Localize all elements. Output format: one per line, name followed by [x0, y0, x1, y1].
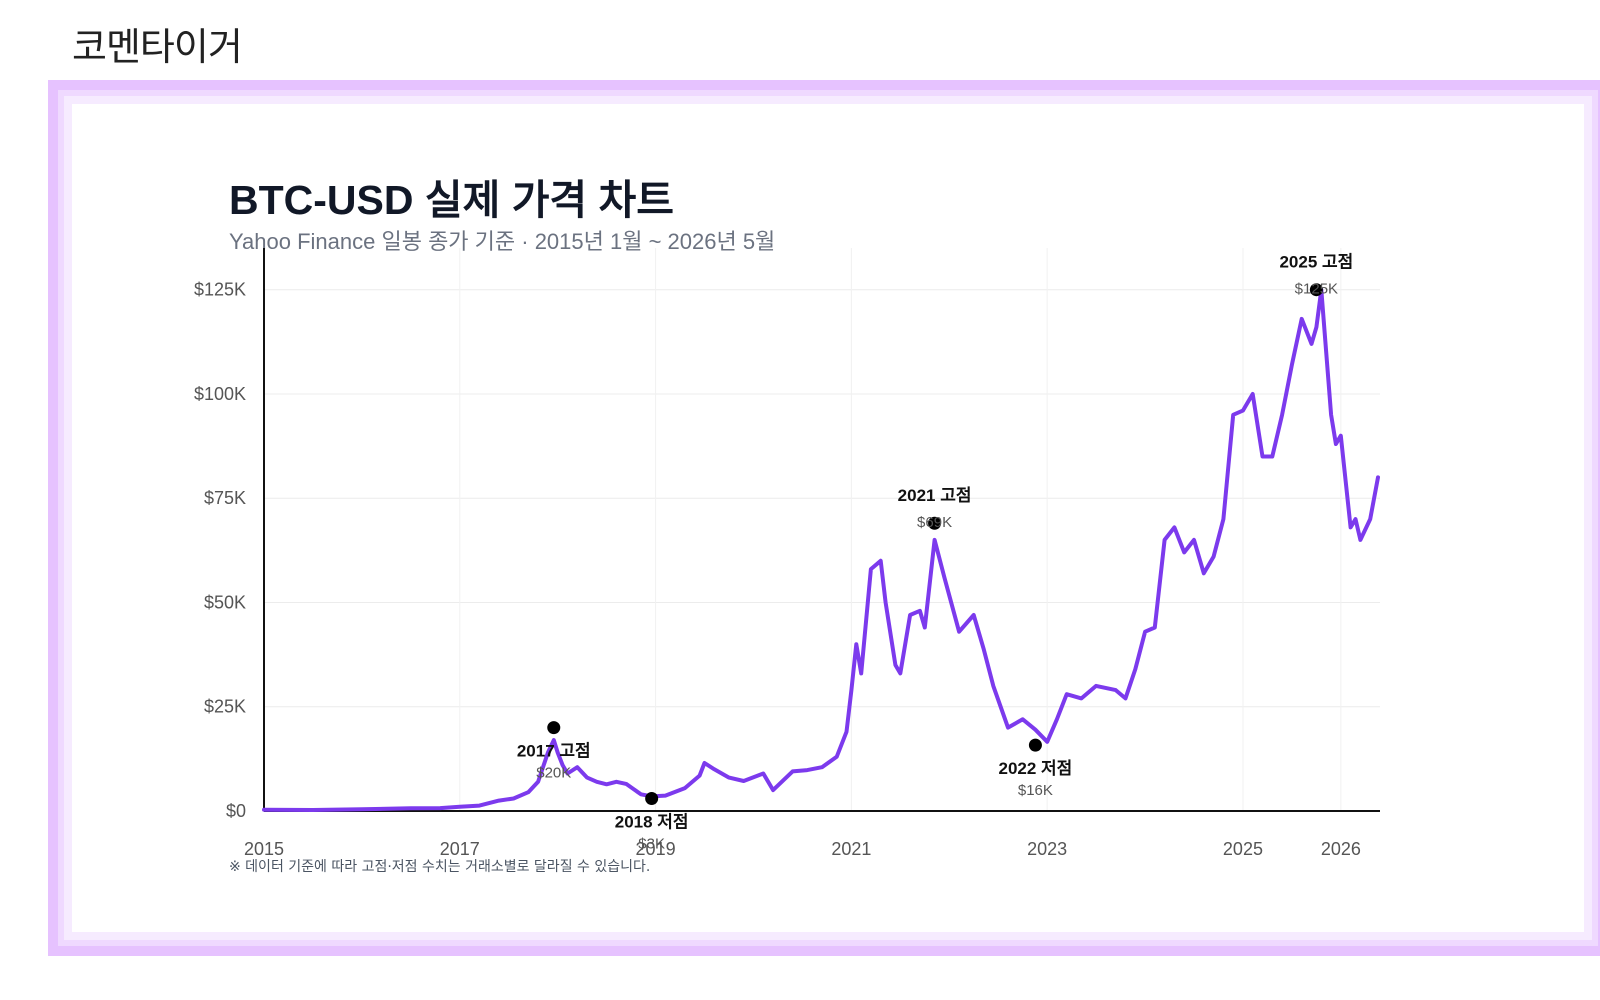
- annotation-value: $69K: [917, 514, 952, 531]
- x-tick-label: 2019: [636, 839, 676, 859]
- axis-layer: $0 $25K $50K $75K $100K $125K 2015 2017 2019 2021…: [194, 248, 1380, 859]
- chart-title: BTC-USD 실제 가격 차트: [229, 177, 674, 223]
- annotation-value: $16K: [1018, 782, 1053, 799]
- grid-layer: [264, 248, 1380, 811]
- footnote: ※ 데이터 기준에 따라 고점·저점 수치는 거래소별로 달라질 수 있습니다.: [229, 859, 651, 875]
- x-tick-label: 2017: [440, 839, 480, 859]
- price-series-line: [262, 287, 1380, 812]
- annotation-title: 2021 고점: [898, 486, 972, 505]
- line-layer: [262, 287, 1380, 812]
- annotation-marker: [928, 516, 942, 530]
- annotation-marker: [1028, 738, 1042, 752]
- brand-logo-text: 코멘타이거: [72, 25, 243, 69]
- x-tick-label: 2025: [1223, 839, 1263, 859]
- y-tick-label: $100K: [194, 384, 246, 404]
- y-tick-label: $75K: [204, 488, 246, 508]
- y-tick-label: $125K: [194, 280, 246, 300]
- annotation-title: 2025 고점: [1279, 253, 1353, 272]
- y-tick-label: $0: [226, 801, 246, 821]
- annotation-title: 2018 저점: [615, 812, 689, 831]
- annotation-value: $20K: [536, 765, 571, 782]
- annotation-title: 2022 저점: [998, 759, 1072, 778]
- y-tick-label: $25K: [204, 697, 246, 717]
- x-tick-label: 2023: [1027, 839, 1067, 859]
- label-layer: 2017 고점 $20K 2018 저점 $3K 2021 고점 $69K 2022 저점 $…: [517, 253, 1353, 853]
- x-tick-label: 2015: [244, 839, 284, 859]
- annotation-marker: [547, 721, 561, 735]
- annotation-title: 2017 고점: [517, 742, 591, 761]
- annotation-marker: [1309, 283, 1323, 297]
- x-tick-label: 2021: [831, 839, 871, 859]
- marker-layer: [547, 283, 1323, 805]
- y-tick-label: $50K: [204, 592, 246, 612]
- annotation-value: $3K: [638, 835, 665, 852]
- chart-subtitle: Yahoo Finance 일봉 종가 기준 · 2015년 1월 ~ 2026…: [229, 229, 776, 254]
- annotation-value: $125K: [1295, 281, 1338, 298]
- annotation-marker: [645, 791, 659, 805]
- x-tick-label: 2026: [1321, 839, 1361, 859]
